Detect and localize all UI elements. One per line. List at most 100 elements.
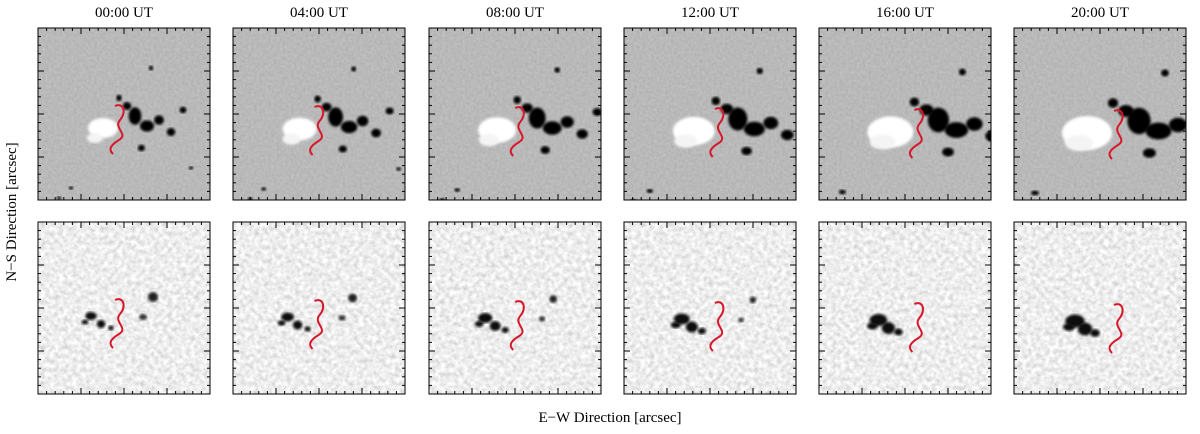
continuum-panel [819, 222, 991, 394]
sunspot [1077, 322, 1093, 336]
x-axis-label: E−W Direction [arcsec] [538, 410, 681, 426]
negative-polarity [328, 107, 343, 127]
polarity-inversion-line [1108, 303, 1124, 354]
sunspot [866, 322, 878, 330]
polarity-inversion-line [908, 108, 924, 159]
negative-polarity [756, 67, 763, 75]
sunspot [148, 292, 158, 302]
sunspot [670, 321, 681, 329]
positive-polarity [674, 134, 698, 148]
negative-polarity [1107, 98, 1119, 108]
sunspot [501, 327, 509, 333]
magnetogram-panel [624, 28, 818, 200]
sunspot [292, 320, 303, 330]
negative-polarity [154, 115, 164, 125]
negative-polarity [179, 106, 187, 114]
negative-polarity [188, 166, 194, 170]
positive-polarity [1065, 135, 1093, 151]
sunspot [108, 325, 114, 331]
negative-polarity [1145, 122, 1172, 140]
negative-polarity [799, 109, 810, 117]
negative-polarity [137, 144, 145, 152]
negative-polarity [1161, 69, 1169, 77]
magnetogram-panel [819, 28, 991, 200]
negative-polarity [340, 120, 358, 134]
panel-background [624, 28, 796, 200]
polarity-inversion-line [309, 299, 325, 350]
negative-polarity [351, 66, 357, 72]
negative-polarity [513, 96, 521, 104]
negative-polarity [942, 147, 954, 157]
polarity-inversion-line [709, 107, 725, 158]
panel-background [1014, 28, 1186, 200]
sunspot [85, 312, 97, 320]
sunspot [738, 317, 744, 323]
sunspot [96, 320, 106, 328]
panel-background [429, 28, 601, 200]
negative-polarity [396, 167, 402, 171]
negative-polarity [148, 65, 154, 71]
panel-title: 04:00 UT [290, 5, 348, 21]
negative-polarity [958, 68, 966, 76]
negative-polarity [838, 189, 846, 195]
sunspot [277, 320, 286, 326]
polarity-inversion-line [1108, 109, 1124, 160]
negative-polarity [1168, 117, 1186, 133]
panel-title: 08:00 UT [486, 5, 544, 21]
y-axis-label: N−S Direction [arcsec] [4, 142, 20, 281]
panel-background [819, 28, 991, 200]
negative-polarity [1031, 190, 1039, 196]
sunspot [338, 315, 346, 321]
sunspot [538, 316, 546, 322]
continuum-panel [233, 222, 405, 394]
negative-polarity [122, 102, 132, 110]
panel-background [233, 28, 405, 200]
negative-polarity [338, 145, 347, 153]
sunspot [749, 296, 756, 304]
negative-polarity [371, 128, 382, 138]
panel-background [429, 222, 601, 394]
negative-polarity [646, 188, 653, 194]
polarity-inversion-line [908, 302, 924, 353]
negative-polarity [728, 107, 748, 131]
negative-polarity [1127, 107, 1151, 135]
polarity-inversion-line [109, 298, 125, 349]
polarity-inversion-line [109, 104, 125, 155]
negative-polarity [540, 146, 550, 154]
panel-title: 16:00 UT [876, 5, 934, 21]
panel-background [1014, 222, 1186, 394]
negative-polarity [56, 196, 62, 200]
negative-polarity [592, 108, 601, 116]
sunspot [304, 326, 311, 332]
sunspot [139, 314, 147, 320]
negative-polarity [385, 107, 394, 115]
sunspot [673, 313, 690, 325]
negative-polarity [743, 121, 765, 137]
continuum-panel [1014, 222, 1186, 394]
sunspot [348, 293, 357, 303]
negative-polarity [116, 94, 122, 102]
negative-polarity [356, 115, 369, 127]
negative-polarity [560, 116, 574, 128]
panel-title: 20:00 UT [1071, 5, 1129, 21]
polarity-inversion-line [309, 105, 325, 156]
negative-polarity [763, 116, 779, 130]
panel-background [233, 222, 405, 394]
panel-title: 00:00 UT [95, 5, 153, 21]
positive-polarity [282, 133, 301, 145]
continuum-panel [624, 222, 796, 394]
panel-title: 12:00 UT [681, 5, 739, 21]
negative-polarity [140, 120, 154, 132]
magnetogram-panel [429, 28, 601, 200]
negative-polarity [68, 186, 74, 190]
positive-polarity [88, 118, 118, 138]
negative-polarity [812, 169, 818, 173]
sunspot [478, 313, 493, 323]
negative-polarity [927, 107, 950, 133]
sunspot [81, 319, 89, 325]
negative-polarity [1142, 148, 1156, 158]
polarity-inversion-line [709, 301, 725, 352]
negative-polarity [314, 95, 321, 103]
sunspot [697, 327, 706, 335]
